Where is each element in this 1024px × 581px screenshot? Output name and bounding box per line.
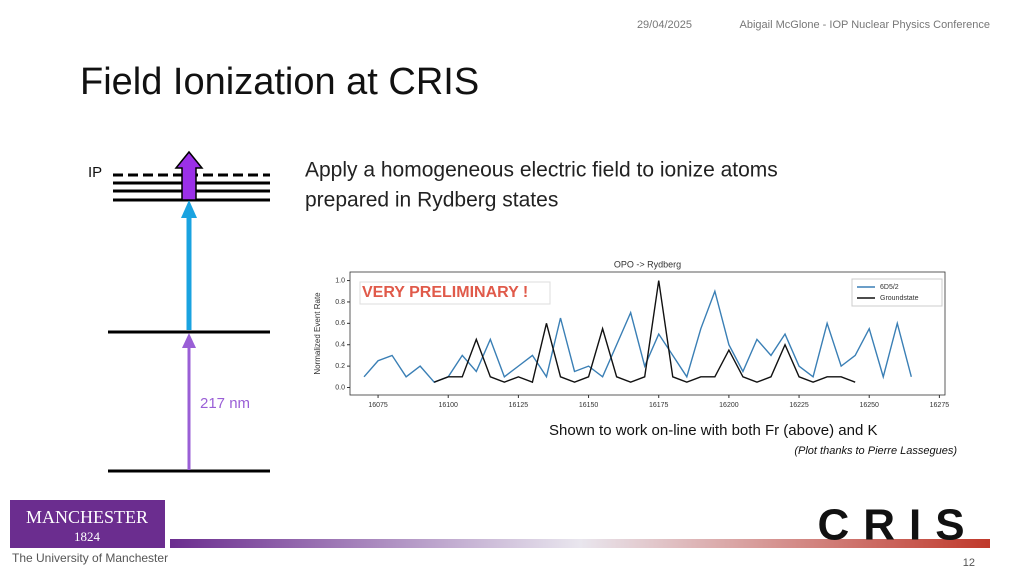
wavelength-label: 217 nm (200, 395, 250, 412)
arrowhead (181, 200, 197, 218)
x-tick-label: 16275 (930, 402, 950, 409)
annotation-box (359, 281, 551, 305)
y-tick-label: 0.0 (335, 384, 345, 391)
annotation: VERY PRELIMINARY ! (362, 284, 528, 301)
y-tick-label: 1.0 (335, 277, 345, 284)
university: The University of Manchester (12, 551, 168, 565)
slide-title: Field Ionization at CRIS (80, 61, 479, 103)
x-tick-label: 16175 (649, 402, 669, 409)
header-text: Abigail McGlone - IOP Nuclear Physics Co… (740, 19, 990, 31)
cris-logo: CRIS (817, 501, 978, 550)
ip-label: IP (88, 164, 102, 181)
x-tick-label: 16075 (368, 402, 388, 409)
y-axis-label: Normalized Event Rate (313, 292, 322, 375)
x-tick-label: 16250 (859, 402, 879, 409)
body-text: prepared in Rydberg states (305, 189, 558, 212)
manchester-logo (10, 500, 165, 548)
credit: (Plot thanks to Pierre Lassegues) (794, 445, 957, 457)
series-line (433, 280, 856, 384)
legend-label: 6D5/2 (880, 284, 899, 291)
ionization-arrow (174, 150, 204, 201)
page-number: 12 (963, 557, 975, 569)
series-line (363, 288, 912, 383)
arrowhead (182, 333, 196, 348)
y-tick-label: 0.2 (335, 363, 345, 370)
x-tick-label: 16125 (509, 402, 529, 409)
footer-bar (170, 539, 990, 548)
logo-text: MANCHESTER (26, 507, 148, 527)
x-tick-label: 16200 (719, 402, 739, 409)
caption: Shown to work on-line with both Fr (abov… (549, 422, 878, 439)
logo-year: 1824 (74, 529, 101, 544)
plot: OPO -> Rydberg Normalized Event Rate 0.0 0.… (313, 259, 949, 408)
x-tick-label: 16150 (579, 402, 599, 409)
x-tick-label: 16100 (438, 402, 458, 409)
chart-title: OPO -> Rydberg (614, 259, 681, 269)
y-tick-label: 0.4 (335, 342, 345, 349)
y-tick-label: 0.6 (335, 320, 345, 327)
body-text: Apply a homogeneous electric field to io… (305, 159, 778, 182)
legend-label: Groundstate (880, 295, 919, 302)
legend-box (851, 278, 943, 307)
axes-frame (349, 271, 946, 396)
date: 29/04/2025 (637, 19, 692, 31)
y-tick-label: 0.8 (335, 299, 345, 306)
x-tick-label: 16225 (789, 402, 809, 409)
